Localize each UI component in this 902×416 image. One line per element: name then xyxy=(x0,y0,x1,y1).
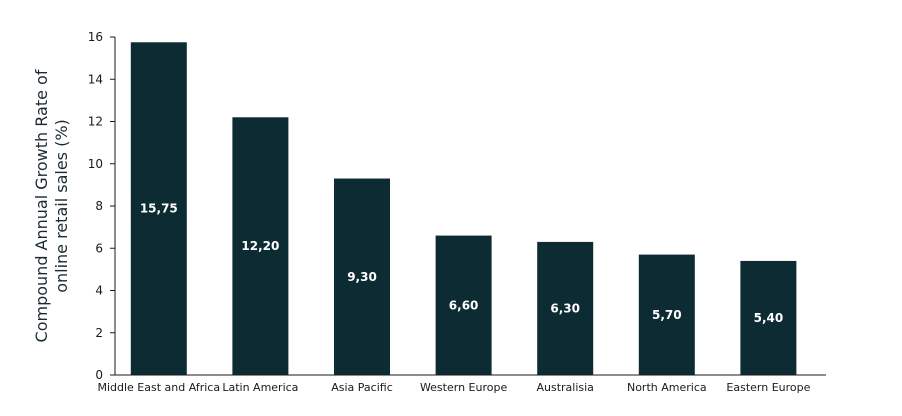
bar xyxy=(130,42,187,375)
axes-group xyxy=(114,37,826,376)
category-label: Latin America xyxy=(222,381,298,394)
y-tick-label: 0 xyxy=(95,368,103,382)
category-label: Australisia xyxy=(536,381,593,394)
bar-data-label: 12,20 xyxy=(241,239,279,253)
bar-data-label: 6,60 xyxy=(449,298,479,312)
category-label: Middle East and Africa xyxy=(97,381,220,394)
bar-data-label: 9,30 xyxy=(347,270,377,284)
y-tick-label: 12 xyxy=(88,115,103,129)
bar-data-label: 6,30 xyxy=(550,301,580,315)
y-tick-label: 14 xyxy=(88,72,103,86)
y-tick-label: 10 xyxy=(88,157,103,171)
bar-data-label: 5,70 xyxy=(652,308,682,322)
bar xyxy=(537,241,594,375)
y-tick-label: 2 xyxy=(95,326,103,340)
category-label: Western Europe xyxy=(420,381,508,394)
bar xyxy=(638,254,695,375)
category-label: North America xyxy=(627,381,707,394)
y-tick-label: 4 xyxy=(95,284,103,298)
y-axis-title-line-2: online retail sales (%) xyxy=(52,119,71,293)
y-tick-label: 6 xyxy=(95,241,103,255)
category-label: Eastern Europe xyxy=(726,381,810,394)
bar xyxy=(740,260,797,375)
data-labels-group: 15,75 12,20 9,30 6,60 6,30 5,70 5,40 xyxy=(140,202,783,325)
bars-group xyxy=(130,42,797,376)
bar xyxy=(232,117,289,376)
y-axis-title-line-1: Compound Annual Growth Rate of xyxy=(32,69,51,342)
y-tick-label: 16 xyxy=(88,30,103,44)
x-axis-labels: Middle East and Africa Latin America Asia … xyxy=(97,381,810,394)
y-axis-ticks: 0 2 4 6 8 10 12 14 16 xyxy=(88,30,115,382)
bar xyxy=(435,235,492,375)
bar-data-label: 15,75 xyxy=(140,202,178,216)
category-label: Asia Pacific xyxy=(331,381,393,394)
y-tick-label: 8 xyxy=(95,199,103,213)
bar xyxy=(334,178,390,375)
y-axis-title: Compound Annual Growth Rate of online re… xyxy=(32,69,71,342)
bar-data-label: 5,40 xyxy=(754,311,784,325)
